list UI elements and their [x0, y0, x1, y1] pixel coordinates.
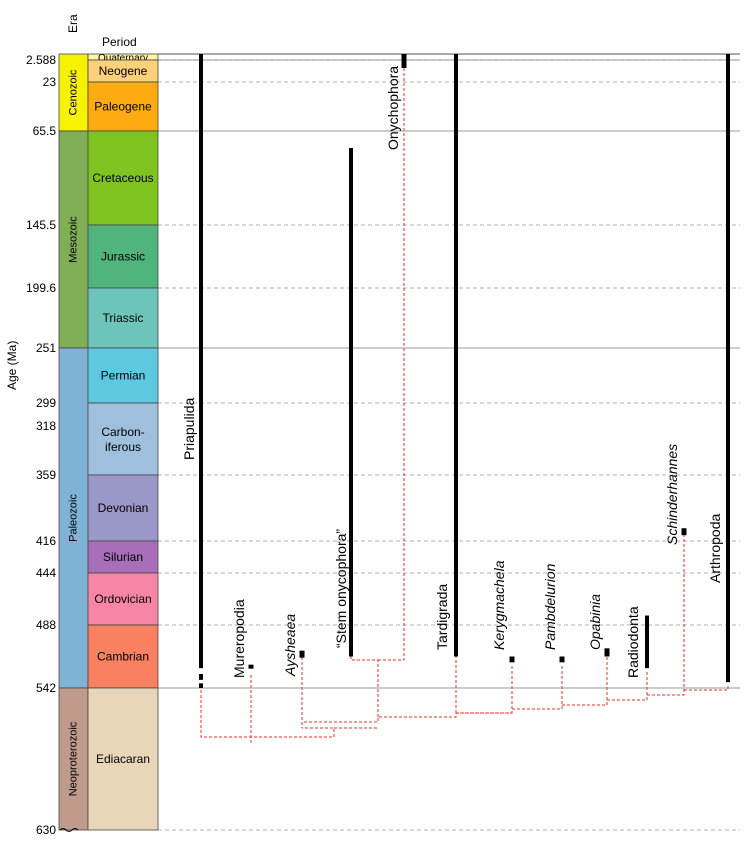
- period-header: Period: [102, 35, 137, 49]
- taxon-range-bar: [199, 683, 203, 688]
- taxon-label: Arthropoda: [707, 514, 723, 583]
- taxon-labels: Priapulida Mureropodia Aysheaea “Stem onyco…: [181, 66, 723, 678]
- taxon-label: Opabinia: [587, 594, 603, 650]
- era-label: Paleozoic: [67, 494, 79, 542]
- age-tick-label: 2.588: [26, 53, 56, 67]
- taxon-label: Onychophora: [385, 66, 401, 150]
- taxon-range-bar: [559, 656, 565, 663]
- era-column: Cenozoic Mesozoic Paleozoic Neoproterozoic: [58, 53, 89, 831]
- tree-branch: [350, 655, 379, 717]
- era-label: Neoproterozoic: [67, 721, 79, 796]
- tree-branch: [512, 664, 563, 710]
- period-label: Ordovician: [94, 592, 151, 606]
- period-label: Carbon-: [101, 425, 144, 439]
- period-ediacaran: [87, 687, 159, 831]
- taxon-range-bar: [299, 650, 305, 658]
- age-tick-label: 488: [36, 618, 56, 632]
- period-label: Cretaceous: [92, 171, 153, 185]
- taxon-label: Mureropodia: [231, 599, 247, 678]
- taxon-range-bar: [645, 615, 649, 669]
- axis-break-mark: [59, 828, 79, 832]
- age-tick-label: 251: [36, 341, 56, 355]
- period-label: Triassic: [103, 311, 144, 325]
- age-tick-label: 65.5: [33, 124, 57, 138]
- period-label: Devonian: [98, 501, 149, 515]
- taxon-range-bar: [199, 54, 203, 669]
- period-jurassic: [87, 224, 159, 289]
- tree-branch: [647, 530, 685, 696]
- taxon-label: Tardigrada: [434, 584, 450, 650]
- period-label: Cambrian: [97, 650, 149, 664]
- age-tick-label: 23: [43, 75, 57, 89]
- tree-branch: [684, 684, 729, 691]
- taxon-label: Schinderhannes: [664, 444, 680, 545]
- age-tick-label: 542: [36, 681, 56, 695]
- tree-branch: [456, 664, 513, 714]
- age-tick-label: 299: [36, 396, 56, 410]
- period-triassic: [87, 287, 159, 349]
- era-label: Cenozoic: [67, 69, 79, 115]
- period-silurian: [87, 540, 159, 574]
- tree-branch: [378, 65, 405, 661]
- period-devonian: [87, 474, 159, 542]
- grid-lines: [158, 53, 740, 831]
- period-cretaceous: [87, 130, 159, 226]
- period-label: Silurian: [103, 550, 143, 564]
- period-label: Permian: [101, 369, 146, 383]
- period-label: Quaternary: [98, 53, 148, 64]
- tree-branch: [304, 712, 513, 723]
- tree-branch: [607, 670, 648, 701]
- taxon-range-bar: [248, 664, 254, 669]
- taxon-range-bar: [726, 54, 730, 683]
- taxon-label: Radiodonta: [625, 606, 641, 678]
- taxon-range-bar: [604, 648, 610, 657]
- age-tick-label: 444: [36, 566, 56, 580]
- cladogram-tree: [200, 65, 729, 745]
- period-carbon-iferous: [87, 402, 159, 476]
- era-label: Mesozoic: [67, 216, 79, 263]
- taxon-label: Kerygmachela: [491, 560, 507, 650]
- period-label: Ediacaran: [96, 752, 150, 766]
- taxon-range-bar: [681, 528, 687, 536]
- taxon-range-bar: [509, 656, 515, 663]
- age-tick-labels: 2.588 23 65.5 145.5 199.6 251 299 318 359 416 444 4…: [26, 53, 79, 837]
- age-tick-label: 199.6: [26, 281, 56, 295]
- period-label: iferous: [105, 440, 141, 454]
- taxon-label: Pambdelurion: [542, 563, 558, 650]
- age-tick-label: 318: [36, 419, 56, 433]
- age-tick-label: 630: [36, 823, 56, 837]
- period-label: Jurassic: [101, 250, 145, 264]
- period-label: Paleogene: [94, 100, 152, 114]
- era-neoproterozoic: [58, 687, 89, 831]
- tree-branch: [562, 656, 608, 706]
- taxon-range-bar: [199, 674, 203, 680]
- age-tick-label: 359: [36, 468, 56, 482]
- taxon-label: Aysheaea: [282, 614, 298, 677]
- taxon-range-bar: [454, 54, 458, 657]
- tree-branch: [200, 690, 335, 738]
- taxon-range-bar: [349, 148, 353, 657]
- period-paleogene: [87, 81, 159, 132]
- taxon-label: “Stem onycophora”: [333, 529, 349, 648]
- age-tick-label: 145.5: [26, 218, 56, 232]
- period-label: Neogene: [99, 64, 148, 78]
- taxon-label: Priapulida: [181, 398, 197, 460]
- period-permian: [87, 347, 159, 404]
- age-tick-label: 416: [36, 534, 56, 548]
- taxon-ranges: [199, 54, 730, 688]
- taxon-range-bar: [401, 54, 407, 68]
